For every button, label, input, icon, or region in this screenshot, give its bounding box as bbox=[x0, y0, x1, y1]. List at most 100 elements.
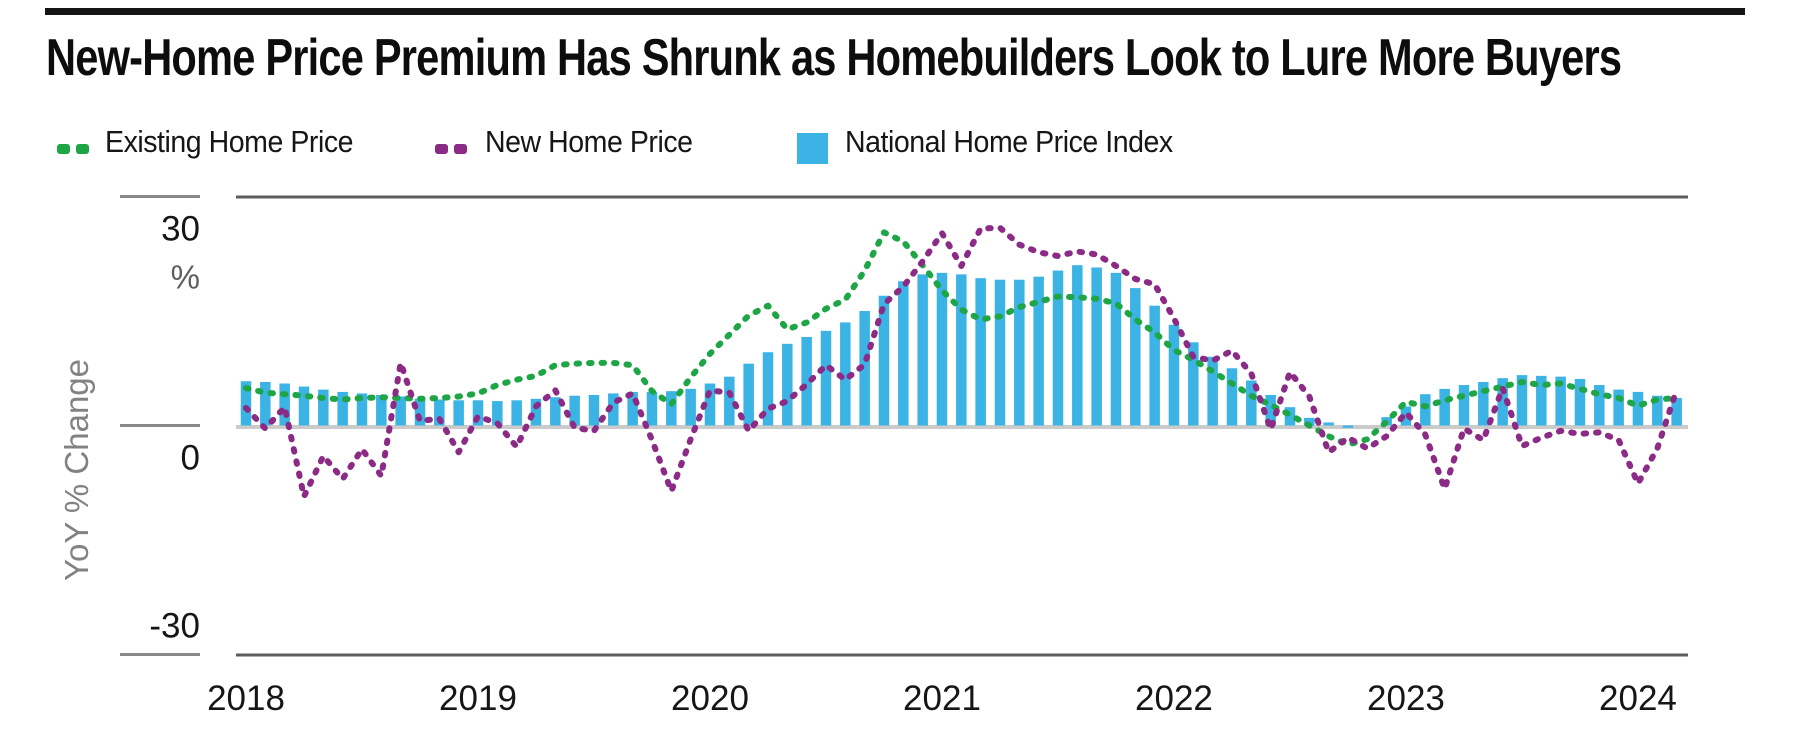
existing-home-price-line bbox=[243, 229, 1680, 448]
legend: Existing Home Price New Home Price Natio… bbox=[0, 0, 1806, 170]
y-tick-label: 0 bbox=[181, 439, 200, 478]
new-home-price-swatch-icon bbox=[435, 144, 469, 154]
hpi-bar bbox=[1420, 394, 1431, 426]
hpi-bar bbox=[1574, 378, 1586, 426]
hpi-bar bbox=[260, 381, 271, 426]
hpi-bar bbox=[1188, 342, 1199, 426]
hpi-bar bbox=[1594, 385, 1605, 426]
hpi-bar bbox=[414, 398, 426, 426]
legend-label-new: New Home Price bbox=[485, 124, 693, 159]
hpi-bar bbox=[511, 400, 522, 426]
hpi-bar bbox=[453, 400, 464, 426]
x-tick-label: 2018 bbox=[207, 679, 285, 718]
hpi-bar bbox=[917, 274, 928, 426]
hpi-bar bbox=[1497, 378, 1508, 426]
hpi-bar bbox=[298, 386, 310, 426]
dash-icon bbox=[57, 144, 70, 154]
hpi-bar bbox=[840, 322, 851, 426]
hpi-bar bbox=[1516, 375, 1528, 426]
hpi-bar bbox=[1226, 368, 1238, 426]
hpi-bar bbox=[724, 376, 735, 426]
hpi-square-swatch-icon bbox=[797, 133, 828, 164]
hpi-bar bbox=[685, 388, 696, 426]
hpi-bar bbox=[337, 391, 348, 426]
hpi-bar bbox=[1265, 394, 1276, 426]
hpi-bar bbox=[627, 391, 638, 426]
y-unit-label: % bbox=[171, 259, 200, 296]
hpi-bar bbox=[994, 279, 1006, 426]
y-axis-title: YoY % Change bbox=[58, 359, 95, 581]
hpi-bar bbox=[956, 274, 967, 426]
x-tick-label: 2022 bbox=[1135, 679, 1213, 718]
hpi-bar bbox=[1342, 425, 1354, 428]
new-home-price-line bbox=[243, 224, 1680, 500]
hpi-bar bbox=[1536, 375, 1547, 426]
hpi-bar bbox=[1323, 422, 1334, 426]
dash-icon bbox=[435, 144, 448, 154]
hpi-bar bbox=[782, 343, 793, 426]
x-tick-label: 2020 bbox=[671, 679, 749, 718]
hpi-bar bbox=[395, 396, 406, 426]
x-tick-label: 2024 bbox=[1599, 679, 1677, 718]
hpi-bar bbox=[1246, 380, 1257, 426]
hpi-bar bbox=[1458, 385, 1470, 426]
hpi-bar bbox=[1652, 395, 1663, 426]
hpi-bar bbox=[1014, 279, 1025, 426]
hpi-bar bbox=[1439, 388, 1450, 426]
dash-icon bbox=[76, 144, 89, 154]
top-rule bbox=[45, 8, 1745, 15]
hpi-bar bbox=[646, 391, 658, 426]
hpi-bar bbox=[975, 278, 986, 426]
hpi-bar bbox=[1613, 389, 1624, 426]
hpi-bar bbox=[1110, 272, 1122, 426]
y-tick-label: 30 bbox=[161, 210, 200, 249]
x-tick-label: 2023 bbox=[1367, 679, 1445, 718]
hpi-bar bbox=[801, 336, 812, 426]
hpi-bar bbox=[1284, 407, 1296, 426]
hpi-bar bbox=[376, 394, 387, 426]
hpi-bar bbox=[1168, 324, 1180, 426]
hpi-bar bbox=[434, 399, 445, 426]
hpi-bar bbox=[898, 281, 909, 426]
hpi-bar bbox=[530, 398, 542, 426]
hpi-bar bbox=[1130, 288, 1141, 426]
hpi-bar bbox=[569, 395, 580, 426]
x-tick-label: 2019 bbox=[439, 679, 517, 718]
hpi-bar bbox=[550, 397, 561, 426]
dash-icon bbox=[454, 144, 467, 154]
hpi-bar bbox=[762, 352, 774, 426]
hpi-bar bbox=[1149, 305, 1160, 426]
hpi-bar bbox=[666, 391, 677, 426]
hpi-bar bbox=[704, 383, 716, 426]
hpi-bar bbox=[1478, 381, 1489, 426]
y-tick-label: -30 bbox=[149, 606, 200, 645]
hpi-bar bbox=[820, 330, 832, 426]
hpi-bar bbox=[878, 295, 890, 426]
hpi-bar bbox=[1555, 376, 1566, 426]
chart-title: New-Home Price Premium Has Shrunk as Hom… bbox=[46, 29, 1622, 87]
hpi-bar bbox=[588, 394, 600, 426]
hpi-bar bbox=[936, 272, 948, 426]
existing-home-price-swatch-icon bbox=[57, 144, 91, 154]
hpi-bar bbox=[240, 381, 252, 426]
hpi-bar bbox=[318, 389, 329, 426]
hpi-bar bbox=[1207, 356, 1218, 426]
hpi-bar bbox=[1304, 417, 1315, 426]
hpi-bar bbox=[1671, 398, 1682, 426]
hpi-bar bbox=[472, 400, 484, 426]
hpi-bar bbox=[1091, 267, 1102, 426]
legend-label-existing: Existing Home Price bbox=[105, 124, 354, 159]
hpi-bar bbox=[492, 401, 503, 426]
hpi-bar bbox=[743, 363, 754, 426]
x-tick-label: 2021 bbox=[903, 679, 981, 718]
hpi-bar bbox=[1632, 391, 1644, 426]
hpi-bar bbox=[1052, 270, 1064, 426]
legend-label-hpi: National Home Price Index bbox=[845, 124, 1173, 159]
hpi-bar bbox=[1072, 265, 1083, 426]
hpi-bar bbox=[356, 393, 368, 426]
hpi-bar bbox=[608, 393, 619, 426]
hpi-bar bbox=[279, 383, 290, 426]
hpi-bar bbox=[859, 311, 870, 426]
hpi-bar bbox=[1033, 276, 1044, 426]
